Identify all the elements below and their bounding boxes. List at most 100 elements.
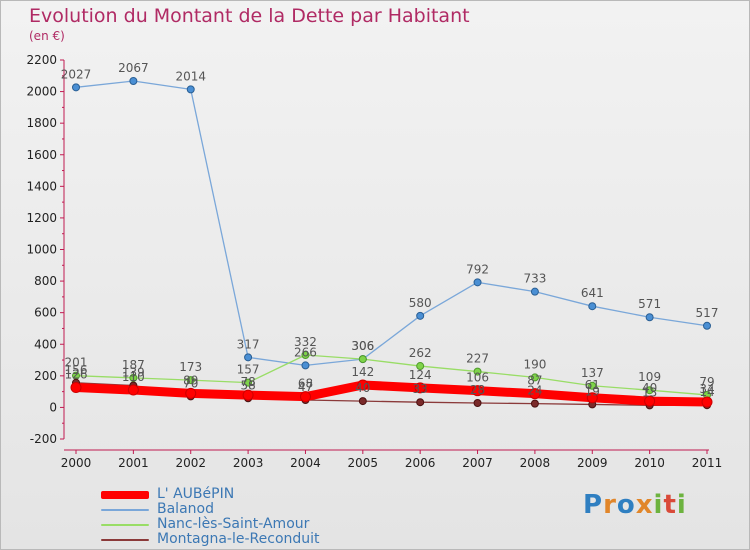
y-tick-label: 0	[49, 400, 57, 414]
legend-label: L' AUBéPIN	[157, 486, 235, 502]
data-point	[70, 382, 82, 394]
y-tick-label: 400	[34, 337, 57, 351]
y-tick-label: 1800	[26, 116, 57, 130]
data-point	[357, 379, 369, 391]
data-point	[301, 361, 310, 370]
data-point	[645, 313, 654, 322]
y-tick-label: -200	[30, 432, 57, 446]
x-tick-label: 2002	[175, 456, 206, 470]
data-point	[244, 353, 253, 362]
data-point	[186, 85, 195, 94]
data-point	[129, 373, 138, 382]
data-label: 79	[699, 375, 714, 389]
data-point	[127, 384, 139, 396]
y-tick-label: 200	[34, 369, 57, 383]
data-label: 109	[638, 370, 661, 384]
data-point	[530, 287, 539, 296]
data-label: 87	[527, 374, 542, 388]
y-tick-label: 1600	[26, 148, 57, 162]
data-label: 28	[470, 383, 485, 397]
axes: -200 0 200 400 600 800 1000 1200 1400 1600 1800 200…	[26, 53, 722, 470]
data-label: 792	[466, 262, 489, 276]
data-point	[473, 278, 482, 287]
data-label: 306	[351, 339, 374, 353]
data-point	[588, 302, 597, 311]
y-tick-label: 1200	[26, 211, 57, 225]
data-point	[473, 398, 482, 407]
data-label: 110	[122, 370, 145, 384]
legend-label: Balanod	[157, 501, 214, 517]
data-label: 306	[351, 339, 374, 353]
x-tick-label: 2011	[692, 456, 723, 470]
series-line	[75, 354, 708, 396]
series-lines	[71, 80, 712, 407]
x-tick-label: 2003	[233, 456, 264, 470]
data-point	[416, 362, 425, 371]
legend: L' AUBéPIN Balanod Nanc-lès-Saint-Amour …	[101, 487, 320, 547]
data-label: 14	[699, 385, 714, 399]
data-label: 517	[696, 306, 719, 320]
data-point	[529, 388, 541, 400]
x-tick-label: 2006	[405, 456, 436, 470]
data-label: 89	[183, 373, 198, 387]
data-label: 78	[240, 375, 255, 389]
y-tick-label: 1400	[26, 179, 57, 193]
data-label: 124	[409, 368, 432, 382]
data-label: 317	[237, 337, 260, 351]
data-point	[588, 381, 597, 390]
data-point	[701, 396, 713, 408]
x-tick-label: 2009	[577, 456, 608, 470]
data-point	[645, 386, 654, 395]
data-label: 2014	[175, 69, 206, 83]
data-label: 70	[183, 376, 198, 390]
data-point	[472, 385, 484, 397]
x-tick-label: 2010	[634, 456, 665, 470]
data-label: 2067	[118, 61, 149, 75]
legend-label: Nanc-lès-Saint-Amour	[157, 516, 310, 532]
data-label: 156	[65, 363, 88, 377]
data-label: 142	[351, 365, 374, 379]
data-label: 262	[409, 346, 432, 360]
data-point	[244, 378, 253, 387]
data-label: 24	[527, 384, 542, 398]
legend-label: Montagna-le-Reconduit	[157, 531, 320, 547]
data-label: 201	[65, 356, 88, 370]
data-point	[473, 367, 482, 376]
data-label: 137	[581, 366, 604, 380]
data-label: 47	[298, 380, 313, 394]
legend-item: L' AUBéPIN	[101, 487, 320, 502]
data-point	[242, 389, 254, 401]
data-label: 173	[179, 360, 202, 374]
series-line	[71, 380, 712, 407]
data-label: 266	[294, 345, 317, 359]
x-tick-label: 2007	[462, 456, 493, 470]
y-tick-label: 800	[34, 274, 57, 288]
series-points	[70, 77, 713, 410]
x-tick-label: 2004	[290, 456, 321, 470]
y-tick-label: 2200	[26, 53, 57, 67]
data-label: 33	[413, 382, 428, 396]
x-tick-label: 2001	[118, 456, 149, 470]
data-label: 126	[65, 368, 88, 382]
data-label: 2027	[61, 67, 92, 81]
legend-swatch-balanod	[101, 508, 149, 511]
data-point	[72, 83, 80, 92]
legend-item: Nanc-lès-Saint-Amour	[101, 517, 320, 532]
data-label: 19	[585, 384, 600, 398]
data-point	[416, 398, 425, 407]
legend-item: Balanod	[101, 502, 320, 517]
data-point	[530, 373, 539, 382]
data-point	[414, 382, 426, 394]
data-label: 58	[240, 378, 255, 392]
legend-swatch-montagna	[101, 538, 149, 541]
data-point	[644, 395, 656, 407]
data-label: 68	[298, 377, 313, 391]
legend-swatch-nanc	[101, 523, 149, 526]
data-label: 139	[122, 365, 145, 379]
x-tick-label: 2005	[348, 456, 379, 470]
legend-item: Montagna-le-Reconduit	[101, 532, 320, 547]
data-label: 733	[523, 272, 546, 286]
data-label: 61	[585, 378, 600, 392]
data-label: 106	[466, 371, 489, 385]
